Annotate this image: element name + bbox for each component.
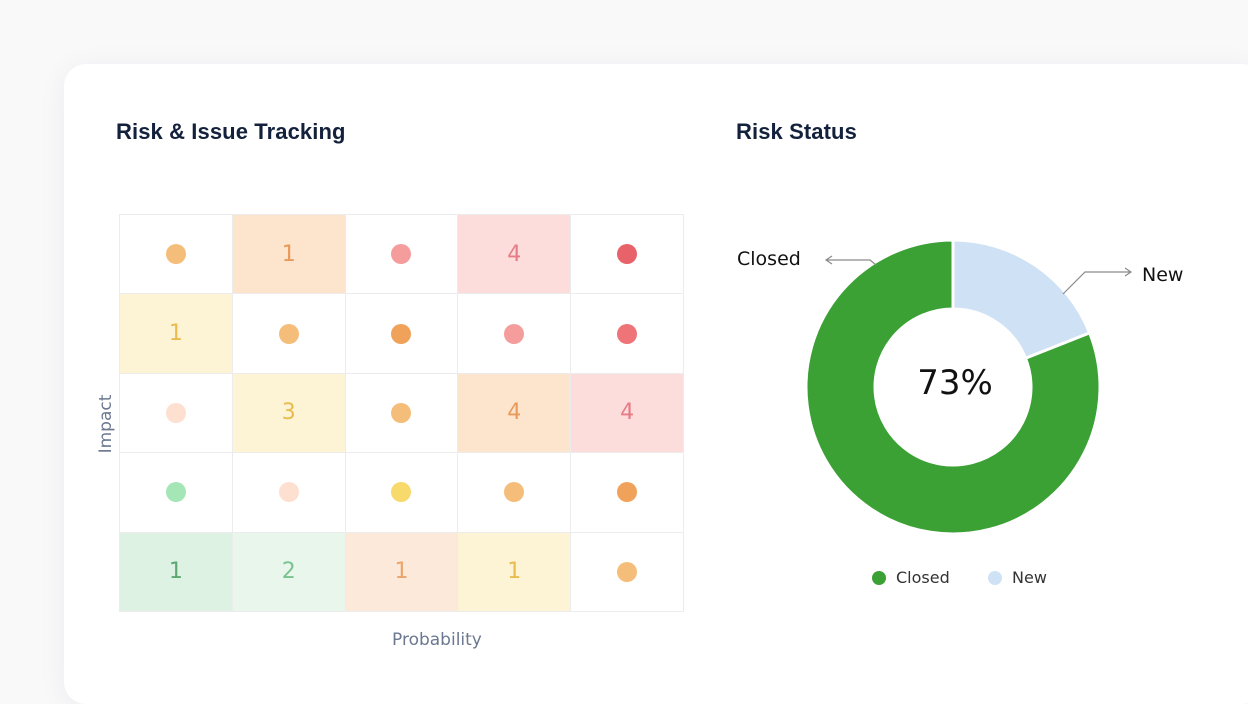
risk-status-donut: [804, 238, 1133, 536]
impact-axis-label: Impact: [96, 394, 116, 454]
donut-slice-new: [951, 238, 1092, 361]
closed-callout-line: [824, 255, 877, 266]
matrix-dot: [165, 482, 186, 503]
matrix-cell: [120, 373, 233, 454]
matrix-dot: [165, 402, 186, 423]
risk-status-title: Risk Status: [736, 119, 857, 144]
legend-item-closed: Closed: [872, 568, 950, 587]
matrix-cell: [232, 453, 346, 533]
matrix-dot: [391, 482, 412, 503]
matrix-cell: [345, 294, 459, 374]
new-callout: New: [1142, 264, 1184, 286]
matrix-cell: [571, 215, 684, 295]
matrix-cell: [571, 453, 684, 533]
matrix-dot: [278, 482, 299, 503]
matrix-dot: [617, 244, 638, 265]
matrix-cell: [345, 373, 459, 454]
legend-swatch-new: [988, 570, 1002, 585]
risk-tracking-title: Risk & Issue Tracking: [116, 119, 346, 144]
matrix-dot: [391, 402, 412, 423]
matrix-cell: [458, 294, 572, 374]
matrix-dot: [504, 482, 525, 503]
matrix-cell: [571, 294, 684, 374]
matrix-cell: 4: [458, 373, 572, 454]
donut-slice-closed: [804, 238, 1102, 536]
matrix-dot: [617, 561, 638, 582]
legend-label-new: New: [1012, 568, 1047, 587]
matrix-cell: [345, 215, 459, 295]
matrix-cell: 1: [458, 532, 572, 612]
matrix-dot: [165, 244, 186, 265]
matrix-cell: [120, 215, 233, 295]
closed-callout: Closed: [737, 248, 801, 270]
matrix-cell: [232, 294, 346, 374]
donut-center-value: 73%: [917, 363, 993, 403]
matrix-cell: 1: [232, 215, 346, 295]
matrix-cell: 1: [120, 294, 233, 374]
matrix-dot: [617, 323, 638, 344]
matrix-cell: 4: [571, 373, 684, 454]
matrix-cell: [120, 453, 233, 533]
matrix-cell: 1: [120, 532, 233, 612]
matrix-dot: [504, 323, 525, 344]
matrix-dot: [391, 323, 412, 344]
matrix-cell: 2: [232, 532, 346, 612]
probability-axis-label: Probability: [392, 630, 482, 650]
new-callout-line: [1062, 267, 1133, 295]
matrix-dot: [391, 244, 412, 265]
matrix-cell: [345, 453, 459, 533]
legend-label-closed: Closed: [896, 568, 950, 587]
legend-swatch-closed: [872, 570, 886, 585]
matrix-cell: 4: [458, 215, 572, 295]
matrix-dot: [278, 323, 299, 344]
matrix-dot: [617, 482, 638, 503]
matrix-cell: 3: [232, 373, 346, 454]
matrix-cell: [458, 453, 572, 533]
matrix-cell: [571, 532, 684, 612]
legend-item-new: New: [988, 568, 1047, 587]
matrix-cell: 1: [345, 532, 459, 612]
